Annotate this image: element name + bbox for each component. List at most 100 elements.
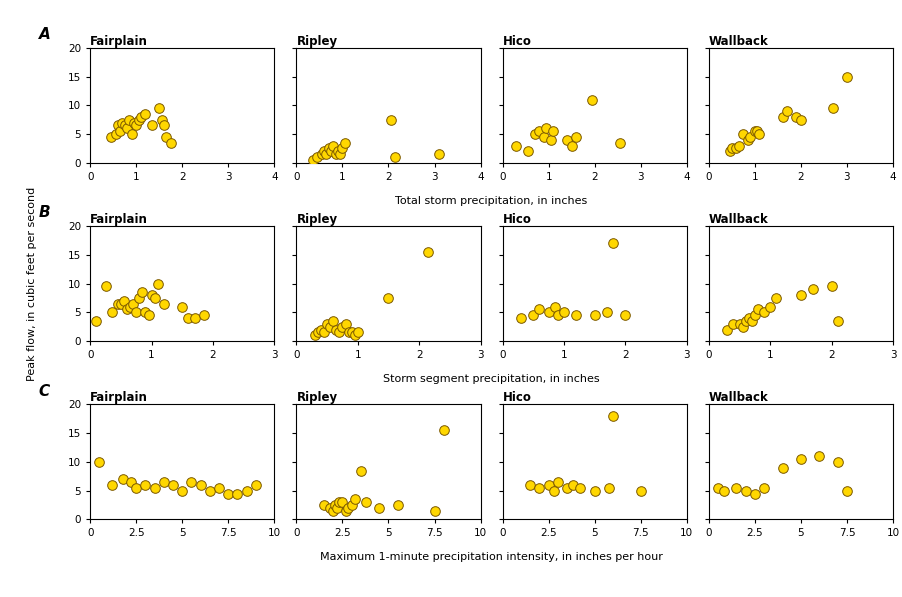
- Point: [124, 477, 138, 487]
- Point: [117, 121, 132, 130]
- Text: Hico: Hico: [502, 213, 531, 226]
- Point: [320, 319, 335, 328]
- Point: [111, 299, 125, 309]
- Text: Storm segment precipitation, in inches: Storm segment precipitation, in inches: [383, 374, 600, 384]
- Point: [129, 121, 143, 130]
- Point: [321, 144, 336, 153]
- Point: [794, 115, 808, 124]
- Point: [729, 483, 743, 493]
- Point: [120, 124, 134, 133]
- Point: [193, 480, 207, 490]
- Text: Peak flow, in cubic feet per second: Peak flow, in cubic feet per second: [26, 186, 37, 381]
- Point: [122, 115, 136, 124]
- Point: [359, 497, 373, 507]
- Point: [317, 500, 331, 510]
- Point: [133, 112, 148, 122]
- Text: Maximum 1-minute precipitation intensity, in inches per hour: Maximum 1-minute precipitation intensity…: [320, 552, 663, 562]
- Point: [147, 293, 161, 303]
- Point: [523, 480, 538, 490]
- Point: [437, 426, 451, 435]
- Point: [421, 247, 436, 257]
- Point: [114, 299, 128, 309]
- Point: [566, 480, 580, 490]
- Point: [221, 489, 235, 498]
- Point: [98, 282, 113, 291]
- Point: [723, 146, 737, 156]
- Point: [345, 328, 359, 337]
- Point: [142, 310, 156, 320]
- Point: [600, 307, 614, 317]
- Point: [736, 130, 750, 139]
- Point: [391, 500, 405, 510]
- Point: [326, 141, 340, 150]
- Point: [115, 118, 130, 127]
- Point: [123, 302, 137, 312]
- Point: [585, 95, 600, 104]
- Point: [212, 483, 226, 493]
- Text: Fairplain: Fairplain: [90, 35, 148, 48]
- Point: [163, 138, 178, 147]
- Point: [138, 109, 152, 119]
- Point: [528, 130, 542, 139]
- Point: [544, 135, 558, 144]
- Point: [89, 316, 104, 326]
- Point: [175, 486, 189, 496]
- Point: [729, 144, 743, 153]
- Point: [548, 302, 562, 312]
- Point: [606, 411, 621, 421]
- Point: [557, 307, 571, 317]
- Point: [550, 477, 565, 487]
- Point: [776, 112, 790, 122]
- Point: [560, 135, 575, 144]
- Point: [147, 483, 161, 493]
- Point: [166, 480, 180, 490]
- Point: [197, 310, 211, 320]
- Point: [337, 138, 352, 147]
- Point: [151, 279, 165, 288]
- Point: [332, 497, 346, 507]
- Point: [840, 72, 854, 81]
- Point: [124, 130, 139, 139]
- Point: [514, 313, 529, 323]
- Point: [348, 494, 363, 504]
- Point: [539, 124, 554, 133]
- Point: [132, 293, 146, 303]
- Text: Ripley: Ripley: [297, 392, 337, 404]
- Point: [794, 290, 808, 300]
- Point: [748, 489, 762, 498]
- Point: [372, 503, 386, 513]
- Point: [720, 325, 734, 334]
- Point: [776, 463, 790, 472]
- Point: [388, 152, 402, 162]
- Point: [546, 127, 560, 136]
- Point: [310, 328, 325, 337]
- Point: [812, 451, 826, 461]
- Point: [144, 290, 159, 300]
- Point: [326, 506, 340, 516]
- Point: [748, 310, 762, 320]
- Point: [351, 328, 365, 337]
- Point: [526, 310, 540, 320]
- Point: [339, 506, 354, 516]
- Point: [789, 112, 804, 122]
- Text: Wallback: Wallback: [709, 392, 769, 404]
- Point: [138, 307, 152, 317]
- Point: [310, 152, 325, 162]
- Point: [732, 319, 747, 328]
- Point: [739, 486, 753, 496]
- Point: [116, 475, 131, 484]
- Point: [333, 149, 347, 159]
- Text: Hico: Hico: [502, 392, 531, 404]
- Text: Hico: Hico: [502, 35, 531, 48]
- Point: [724, 144, 739, 153]
- Text: Ripley: Ripley: [297, 35, 337, 48]
- Point: [105, 480, 119, 490]
- Point: [806, 285, 821, 294]
- Point: [587, 310, 602, 320]
- Point: [157, 121, 171, 130]
- Point: [739, 316, 753, 326]
- Point: [510, 141, 524, 150]
- Text: Total storm precipitation, in inches: Total storm precipitation, in inches: [395, 196, 588, 205]
- Point: [230, 489, 244, 498]
- Point: [757, 307, 771, 317]
